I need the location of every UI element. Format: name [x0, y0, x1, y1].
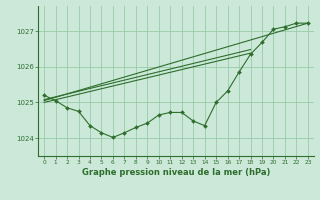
X-axis label: Graphe pression niveau de la mer (hPa): Graphe pression niveau de la mer (hPa)	[82, 168, 270, 177]
